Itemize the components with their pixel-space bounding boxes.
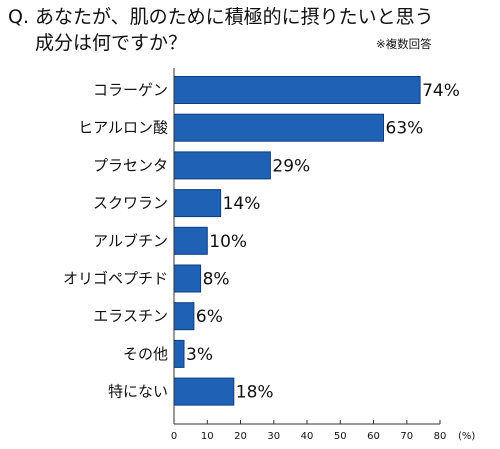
- bar: [173, 264, 202, 293]
- value-label: 18%: [236, 383, 274, 403]
- x-tick-label: 0: [171, 431, 177, 442]
- bar: [173, 339, 185, 368]
- category-label: その他: [123, 345, 168, 363]
- x-tick-label: 30: [267, 431, 280, 442]
- bar: [173, 76, 421, 104]
- category-label: 特にない: [108, 383, 168, 401]
- question-line-2: 成分は何ですか？: [35, 32, 188, 54]
- bar: [173, 113, 384, 142]
- category-label: コラーゲン: [93, 81, 168, 99]
- x-tick-label: 10: [201, 431, 214, 442]
- value-label: 74%: [422, 81, 460, 101]
- bar: [173, 151, 271, 180]
- category-label: オリゴペプチド: [63, 270, 168, 288]
- value-label: 3%: [186, 345, 213, 365]
- multiple-answer-note: ※複数回答: [376, 37, 432, 51]
- bar: [173, 377, 235, 406]
- category-label: アルブチン: [93, 232, 168, 250]
- x-tick-label: 80: [434, 431, 447, 442]
- bar: [173, 302, 195, 331]
- value-label: 10%: [209, 232, 247, 252]
- category-label: エラスチン: [93, 307, 168, 325]
- value-label: 63%: [386, 119, 424, 139]
- x-tick-label: 20: [234, 431, 247, 442]
- x-tick-label: 40: [301, 431, 314, 442]
- category-label: プラセンタ: [93, 156, 168, 174]
- x-tick-label: 50: [334, 431, 347, 442]
- bars-layer: コラーゲン 74% ヒアルロン酸 63% プラセンタ 29% スクワラン 14% アルブチン 10…: [63, 76, 460, 406]
- bar: [173, 226, 208, 255]
- x-tick-label: 70: [400, 431, 413, 442]
- bar: [173, 189, 222, 218]
- question-title: Q. あなたが、肌のために積極的に摂りたいと思う 成分は何ですか？: [8, 4, 434, 56]
- x-axis-unit-label: (%): [458, 431, 475, 442]
- axis-layer: 0 10 20 30 40 50 60 70 80 (%): [171, 68, 475, 442]
- value-label: 6%: [196, 307, 223, 327]
- category-label: スクワラン: [93, 194, 168, 212]
- question-line-1: Q. あなたが、肌のために積極的に摂りたいと思う: [8, 6, 434, 28]
- x-tick-label: 60: [367, 431, 380, 442]
- value-label: 29%: [272, 156, 310, 176]
- value-label: 8%: [203, 270, 230, 290]
- category-label: ヒアルロン酸: [78, 119, 168, 137]
- value-label: 14%: [223, 194, 261, 214]
